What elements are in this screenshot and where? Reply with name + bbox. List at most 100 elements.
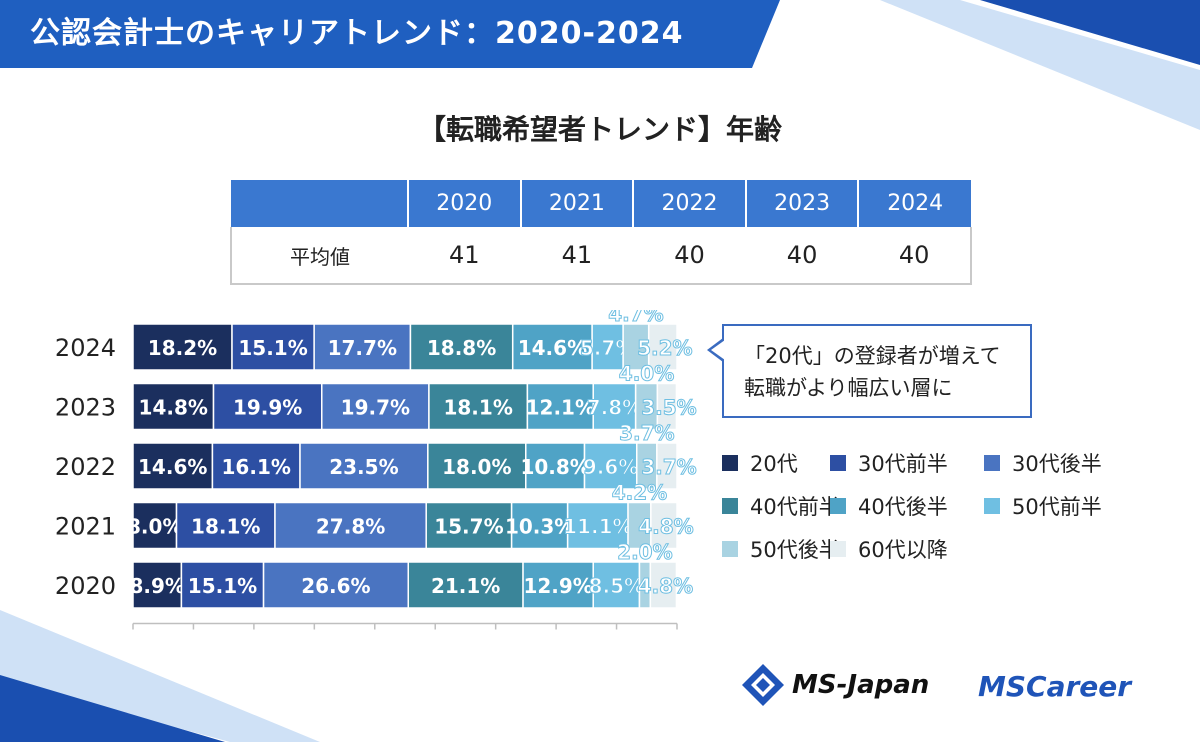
legend-label: 30代前半 (858, 452, 948, 476)
data-label: 18.8% (427, 336, 496, 360)
bar-segment (132, 501, 178, 550)
data-label: 3.7% (641, 455, 696, 479)
data-label: 14.6% (518, 336, 587, 360)
data-label: 15.1% (188, 574, 257, 598)
data-label: 14.6% (138, 455, 207, 479)
legend-item: 40代後半 (830, 491, 948, 521)
data-label: 18.1% (191, 515, 260, 539)
legend-swatch (722, 498, 738, 514)
data-label: 18.0% (442, 455, 511, 479)
legend-label: 60代以降 (858, 538, 948, 562)
callout-line-1: 「20代」の登録者が増えて (744, 344, 1001, 368)
legend-item: 20代 (722, 448, 798, 478)
data-label: 12.1% (526, 396, 595, 420)
data-label: 4.2% (612, 481, 667, 505)
category-label: 2022 (55, 453, 116, 481)
data-label: 17.7% (328, 336, 397, 360)
category-label: 2023 (55, 394, 116, 422)
year-header: 2024 (858, 180, 971, 227)
top-right-stripe-light (880, 0, 1200, 130)
category-label: 2021 (55, 513, 116, 541)
ms-japan-logo-text: MS-Japan (792, 670, 930, 700)
bar-segment (425, 501, 513, 550)
ms-japan-logo: MS-Japan (740, 662, 929, 708)
average-row-label: 平均値 (230, 227, 408, 285)
title-banner (0, 0, 780, 68)
data-label: 16.1% (222, 455, 291, 479)
bar-segment (231, 323, 315, 371)
legend-label: 40代後半 (858, 495, 948, 519)
legend-label: 50代後半 (750, 538, 840, 562)
average-table-header-row: 2020 2021 2022 2023 2024 (231, 180, 971, 227)
data-label: 8.5% (589, 574, 644, 598)
legend-label: 40代前半 (750, 495, 840, 519)
data-label: 18.2% (148, 336, 217, 360)
data-label: 8.9% (129, 574, 184, 598)
year-header: 2023 (745, 180, 860, 227)
year-header: 2020 (408, 180, 522, 227)
bottom-left-stripe-dark (0, 675, 225, 742)
data-label: 4.8% (638, 574, 693, 598)
data-label: 19.9% (233, 396, 302, 420)
data-label: 3.7% (619, 421, 674, 445)
data-label: 12.9% (523, 574, 592, 598)
bar-segment (656, 382, 678, 431)
bar-segment (321, 382, 430, 431)
bar-segment (132, 382, 215, 431)
bar-segment (591, 323, 624, 371)
legend-label: 30代後半 (1012, 452, 1102, 476)
data-label: 4.7% (608, 310, 663, 326)
bar-segment (175, 501, 276, 550)
bar-segment (313, 323, 412, 371)
bar-segment (622, 323, 650, 371)
top-right-stripe-dark (980, 0, 1200, 65)
category-label: 2024 (55, 334, 116, 362)
data-label: 11.1% (563, 515, 632, 539)
bar-segment (649, 561, 678, 609)
data-label: 10.8% (520, 455, 589, 479)
bar-segment (132, 442, 214, 490)
average-value: 40 (745, 227, 859, 285)
data-label: 9.6% (583, 455, 638, 479)
data-label: 21.1% (431, 574, 500, 598)
data-label: 8.0% (127, 515, 182, 539)
ms-career-logo: MSCareer (978, 670, 1132, 703)
bar-segment (583, 442, 638, 490)
bar-segment (262, 561, 410, 609)
bar-segment (132, 323, 233, 371)
legend-swatch (984, 455, 1000, 471)
ms-japan-emblem-icon (742, 664, 784, 706)
bar-segment (510, 501, 569, 550)
data-label: 2.0% (617, 540, 672, 564)
average-age-table: 2020 2021 2022 2023 2024 平均値 41 41 40 40… (230, 180, 972, 285)
data-label: 3.5% (641, 396, 696, 420)
bar-segment (592, 561, 641, 609)
year-header: 2022 (633, 180, 747, 227)
legend-item: 50代前半 (984, 491, 1102, 521)
callout-box: 「20代」の登録者が増えて 転職がより幅広い層に (707, 324, 1032, 418)
average-table-value-row: 平均値 41 41 40 40 40 (230, 227, 972, 285)
data-label: 4.8% (638, 515, 693, 539)
category-label: 2020 (55, 572, 116, 600)
average-table-corner (231, 180, 409, 227)
data-label: 27.8% (316, 515, 385, 539)
legend-label: 20代 (750, 452, 798, 476)
legend-item: 60代以降 (830, 534, 948, 564)
legend-swatch (984, 498, 1000, 514)
legend-item: 30代前半 (830, 448, 948, 478)
bar-segment (407, 561, 524, 609)
bar-segment (427, 442, 527, 490)
legend-item: 40代前半 (722, 491, 840, 521)
legend-swatch (722, 455, 738, 471)
data-label: 4.0% (619, 362, 674, 386)
data-label: 14.8% (139, 396, 208, 420)
bar-segment (592, 382, 637, 431)
bar-segment (522, 561, 594, 609)
legend-label: 50代前半 (1012, 495, 1102, 519)
callout-line-2: 転職がより幅広い層に (744, 376, 953, 400)
legend-swatch (830, 498, 846, 514)
data-label: 5.2% (637, 336, 692, 360)
bar-segment (132, 561, 183, 609)
bar-segment (650, 501, 678, 550)
stacked-bar-chart: 2024 18.2% 15.1% 17.7% 18.8% 14.6%5.7%4.7%5.2… (55, 310, 697, 630)
